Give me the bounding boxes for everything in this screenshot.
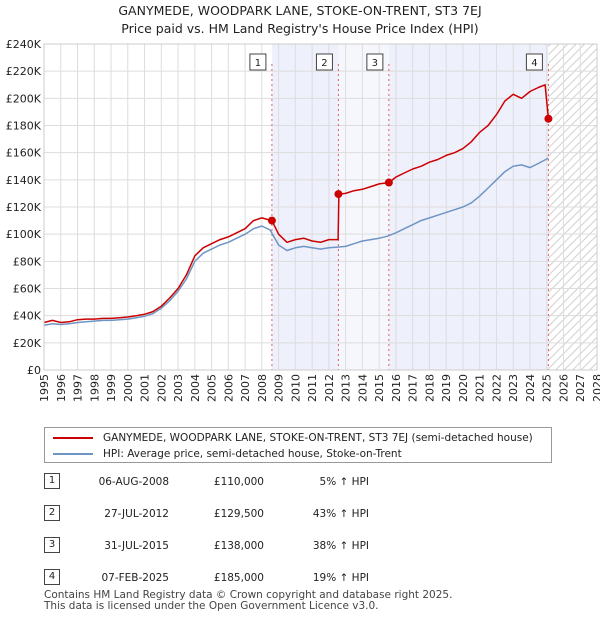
chart-legend: GANYMEDE, WOODPARK LANE, STOKE-ON-TRENT,… <box>44 427 552 463</box>
x-tick-label: 2018 <box>423 374 436 402</box>
sale-price: £129,500 <box>213 508 264 520</box>
x-tick-label: 2005 <box>206 374 219 402</box>
y-tick-label: £180K <box>6 120 42 133</box>
x-tick-label: 2008 <box>256 374 269 402</box>
x-tick-label: 2025 <box>541 374 554 402</box>
sale-label-number: 1 <box>255 58 261 69</box>
x-tick-label: 2023 <box>507 374 520 402</box>
chart-subtitle: Price paid vs. HM Land Registry's House … <box>121 21 479 36</box>
x-tick-label: 2024 <box>524 374 537 402</box>
sale-label-box <box>366 53 384 71</box>
sale-row: 4 07-FEB-2025 £185,000 19% ↑ HPI <box>44 568 464 588</box>
sale-label-number: 3 <box>372 58 378 69</box>
x-tick-label: 1995 <box>38 374 51 402</box>
x-tick-label: 2001 <box>139 374 152 402</box>
sale-date: 31-JUL-2015 <box>104 540 169 552</box>
y-tick-label: £100K <box>6 228 42 241</box>
sale-date: 07-FEB-2025 <box>101 572 169 584</box>
sale-row: 1 06-AUG-2008 £110,000 5% ↑ HPI <box>44 472 464 492</box>
x-tick-label: 2013 <box>340 374 353 402</box>
y-tick-label: £220K <box>6 65 42 78</box>
x-tick-label: 2026 <box>557 374 570 402</box>
y-tick-label: £60K <box>13 283 42 296</box>
x-tick-label: 1996 <box>55 374 68 402</box>
sale-hpi-change: 19% ↑ HPI <box>312 572 369 584</box>
sale-row: 2 27-JUL-2012 £129,500 43% ↑ HPI <box>44 504 464 524</box>
x-tick-label: 2022 <box>490 374 503 402</box>
chart-title-block: GANYMEDE, WOODPARK LANE, STOKE-ON-TRENT,… <box>0 2 600 38</box>
y-tick-label: £40K <box>13 310 42 323</box>
series-line-hpi <box>43 157 549 326</box>
sale-number-badge: 2 <box>44 505 60 521</box>
sale-label-box <box>249 53 267 71</box>
sale-label-box <box>315 53 333 71</box>
y-tick-label: £200K <box>6 92 42 105</box>
legend-entry-property: GANYMEDE, WOODPARK LANE, STOKE-ON-TRENT,… <box>53 430 533 446</box>
y-tick-label: £120K <box>6 201 42 214</box>
sale-date: 27-JUL-2012 <box>104 508 169 520</box>
footer-attribution: Contains HM Land Registry data © Crown c… <box>44 590 452 612</box>
sale-hpi-change: 43% ↑ HPI <box>312 508 369 520</box>
sale-number-badge: 4 <box>44 569 60 585</box>
series-line-property <box>43 84 550 324</box>
x-tick-label: 2027 <box>574 374 587 402</box>
sale-label-box <box>525 53 543 71</box>
x-tick-label: 2020 <box>457 374 470 402</box>
x-tick-label: 2019 <box>440 374 453 402</box>
x-tick-label: 2021 <box>474 374 487 402</box>
sale-price: £185,000 <box>213 572 264 584</box>
legend-swatch-hpi <box>53 453 93 455</box>
y-tick-label: £20K <box>13 337 42 350</box>
y-tick-label: £240K <box>6 38 42 51</box>
price-chart: 1 2 3 4 £0 £20K £40K £60K £80K £100K £120K £140K £1… <box>6 38 600 402</box>
y-tick-label: £80K <box>13 255 42 268</box>
sale-point <box>544 114 553 123</box>
x-tick-label: 2015 <box>373 374 386 402</box>
y-tick-label: £140K <box>6 174 42 187</box>
x-tick-label: 2016 <box>390 374 403 402</box>
footer-line-licence: This data is licensed under the Open Gov… <box>44 600 379 612</box>
x-tick-label: 1998 <box>88 374 101 402</box>
x-tick-label: 2028 <box>591 374 600 402</box>
footer-line-copyright: Contains HM Land Registry data © Crown c… <box>44 589 453 601</box>
plot-border <box>43 43 598 371</box>
sale-number-badge: 3 <box>44 537 60 553</box>
x-tick-label: 1997 <box>72 374 85 402</box>
legend-label-property: GANYMEDE, WOODPARK LANE, STOKE-ON-TRENT,… <box>103 432 533 444</box>
x-tick-label: 2003 <box>172 374 185 402</box>
sale-point <box>334 190 343 199</box>
sale-hpi-change: 5% ↑ HPI <box>319 476 369 488</box>
sale-price: £110,000 <box>213 476 264 488</box>
legend-swatch-property <box>53 437 93 439</box>
x-tick-label: 2002 <box>155 374 168 402</box>
sale-label-number: 2 <box>321 58 327 69</box>
sale-price: £138,000 <box>213 540 264 552</box>
x-tick-label: 2017 <box>407 374 420 402</box>
y-tick-label: £160K <box>6 147 42 160</box>
x-tick-label: 2011 <box>306 374 319 402</box>
x-tick-label: 2012 <box>323 374 336 402</box>
sale-point <box>267 216 276 225</box>
sale-number-badge: 1 <box>44 473 60 489</box>
x-tick-label: 2004 <box>189 374 202 402</box>
x-tick-label: 2014 <box>356 374 369 402</box>
sale-date: 06-AUG-2008 <box>98 476 169 488</box>
sale-label-number: 4 <box>531 58 537 69</box>
x-tick-label: 2006 <box>222 374 235 402</box>
sale-hpi-change: 38% ↑ HPI <box>312 540 369 552</box>
x-tick-label: 1999 <box>105 374 118 402</box>
x-tick-label: 2009 <box>273 374 286 402</box>
chart-title: GANYMEDE, WOODPARK LANE, STOKE-ON-TRENT,… <box>118 3 482 18</box>
sale-point <box>384 178 393 187</box>
x-tick-label: 2007 <box>239 374 252 402</box>
y-tick-label: £0 <box>27 364 41 377</box>
legend-label-hpi: HPI: Average price, semi-detached house,… <box>103 448 402 460</box>
x-tick-label: 2000 <box>122 374 135 402</box>
x-tick-label: 2010 <box>289 374 302 402</box>
legend-entry-hpi: HPI: Average price, semi-detached house,… <box>53 446 402 462</box>
sale-row: 3 31-JUL-2015 £138,000 38% ↑ HPI <box>44 536 464 556</box>
